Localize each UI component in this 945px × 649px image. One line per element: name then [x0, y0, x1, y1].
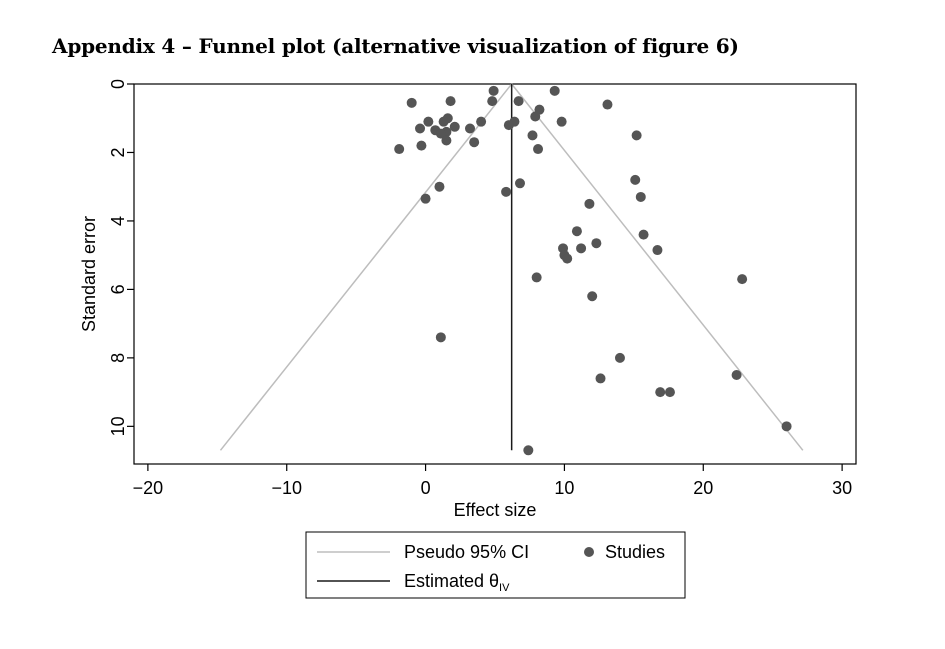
- ci-lower-line: [219, 83, 513, 451]
- study-point: [434, 181, 445, 192]
- legend-studies-swatch: [584, 547, 594, 557]
- legend: Pseudo 95% CI Studies Estimated θIV: [305, 531, 686, 599]
- study-point: [664, 387, 675, 398]
- study-point: [635, 191, 646, 202]
- x-tick-label: 0: [421, 478, 431, 498]
- study-point: [487, 96, 498, 107]
- study-point: [595, 373, 606, 384]
- plot-frame: [133, 83, 857, 465]
- study-point: [416, 140, 427, 151]
- study-point: [531, 272, 542, 283]
- study-point: [445, 96, 456, 107]
- study-point: [614, 352, 625, 363]
- study-point: [469, 137, 480, 148]
- x-tick-label: −20: [133, 478, 164, 498]
- study-point: [435, 128, 446, 139]
- x-axis-label: Effect size: [454, 500, 537, 520]
- study-point: [562, 253, 573, 264]
- study-point: [652, 245, 663, 256]
- study-point: [476, 116, 487, 127]
- study-point: [781, 421, 792, 432]
- study-point: [533, 144, 544, 155]
- study-point: [587, 291, 598, 302]
- study-point: [655, 387, 666, 398]
- study-point: [394, 144, 405, 155]
- study-point: [527, 130, 538, 141]
- legend-ci-label: Pseudo 95% CI: [404, 542, 529, 562]
- study-point: [523, 445, 534, 456]
- study-point: [737, 274, 748, 285]
- study-point: [638, 229, 649, 240]
- x-tick-label: −10: [271, 478, 302, 498]
- study-point: [556, 116, 567, 127]
- study-point: [631, 130, 642, 141]
- ci-upper-line: [511, 83, 804, 451]
- study-point: [488, 85, 499, 96]
- study-point: [591, 238, 602, 249]
- y-tick-label: 8: [108, 353, 128, 363]
- study-point: [503, 120, 514, 131]
- study-point: [549, 85, 560, 96]
- study-point: [441, 135, 452, 146]
- y-tick-label: 4: [108, 216, 128, 226]
- page-heading: Appendix 4 – Funnel plot (alternative vi…: [52, 34, 739, 58]
- y-axis-label: Standard error: [79, 216, 99, 332]
- study-point: [449, 121, 460, 132]
- legend-estimate-label: Estimated θIV: [404, 571, 510, 594]
- study-point: [513, 96, 524, 107]
- study-point: [406, 97, 417, 108]
- study-point: [602, 99, 613, 110]
- legend-estimate-main: Estimated θ: [404, 571, 499, 591]
- x-tick-label: 20: [693, 478, 713, 498]
- study-point: [435, 332, 446, 343]
- study-point: [630, 174, 641, 185]
- study-point: [420, 193, 431, 204]
- study-point: [438, 116, 449, 127]
- study-point: [465, 123, 476, 134]
- study-point: [731, 369, 742, 380]
- legend-estimate-subscript: IV: [499, 582, 510, 594]
- study-point: [576, 243, 587, 254]
- x-tick-label: 10: [554, 478, 574, 498]
- study-point: [423, 116, 434, 127]
- y-tick-label: 6: [108, 284, 128, 294]
- legend-frame: [305, 531, 686, 599]
- y-tick-label: 0: [108, 79, 128, 89]
- y-tick-label: 2: [108, 147, 128, 157]
- study-point: [571, 226, 582, 237]
- y-tick-label: 10: [108, 416, 128, 436]
- x-tick-label: 30: [832, 478, 852, 498]
- study-point: [584, 198, 595, 209]
- study-point: [501, 186, 512, 197]
- study-point: [415, 123, 426, 134]
- legend-studies-label: Studies: [605, 542, 665, 562]
- study-point: [514, 178, 525, 189]
- study-point: [530, 111, 541, 122]
